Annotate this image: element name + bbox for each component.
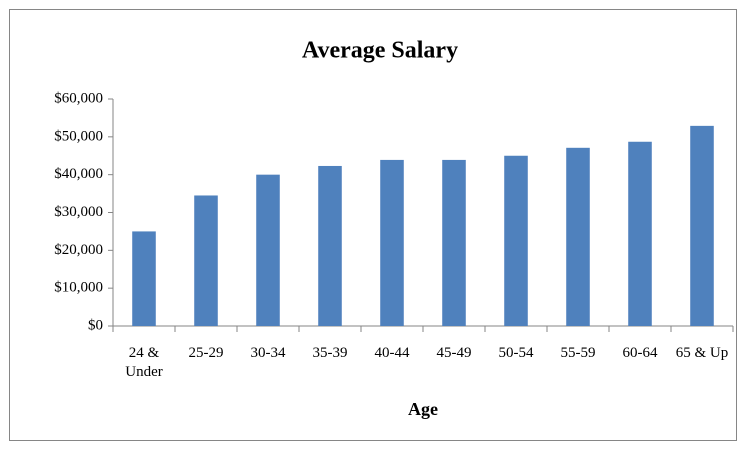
x-axis-title: Age bbox=[408, 399, 438, 419]
bar bbox=[132, 231, 156, 326]
bar bbox=[566, 147, 590, 326]
chart-border bbox=[9, 9, 737, 441]
x-tick-label: 55-59 bbox=[560, 345, 596, 361]
y-tick-label: $50,000 bbox=[54, 128, 103, 144]
bar bbox=[442, 159, 466, 326]
y-tick-label: $40,000 bbox=[54, 166, 103, 182]
x-tick-label: 24 & Under bbox=[125, 345, 163, 380]
x-tick-label: 30-34 bbox=[250, 345, 286, 361]
x-tick-label: 65 & Up bbox=[675, 345, 729, 361]
y-tick-label: $60,000 bbox=[54, 90, 103, 106]
bar bbox=[318, 165, 342, 326]
y-tick-label: $30,000 bbox=[54, 204, 103, 220]
x-tick-label: 45-49 bbox=[436, 345, 472, 361]
x-tick-label: 50-54 bbox=[498, 345, 534, 361]
bar bbox=[628, 141, 652, 326]
bar bbox=[690, 125, 714, 326]
x-tick-label: 35-39 bbox=[312, 345, 348, 361]
bar bbox=[194, 195, 218, 326]
y-tick-label: $20,000 bbox=[54, 242, 103, 258]
x-tick-label: 25-29 bbox=[188, 345, 224, 361]
x-tick-label: 60-64 bbox=[622, 345, 658, 361]
chart-title: Average Salary bbox=[302, 38, 458, 64]
bar bbox=[380, 159, 404, 326]
y-tick-label: $10,000 bbox=[54, 280, 103, 296]
bar bbox=[504, 155, 528, 326]
x-tick-label: 40-44 bbox=[374, 345, 410, 361]
y-tick-label: $0 bbox=[88, 317, 103, 333]
bar bbox=[256, 174, 280, 326]
